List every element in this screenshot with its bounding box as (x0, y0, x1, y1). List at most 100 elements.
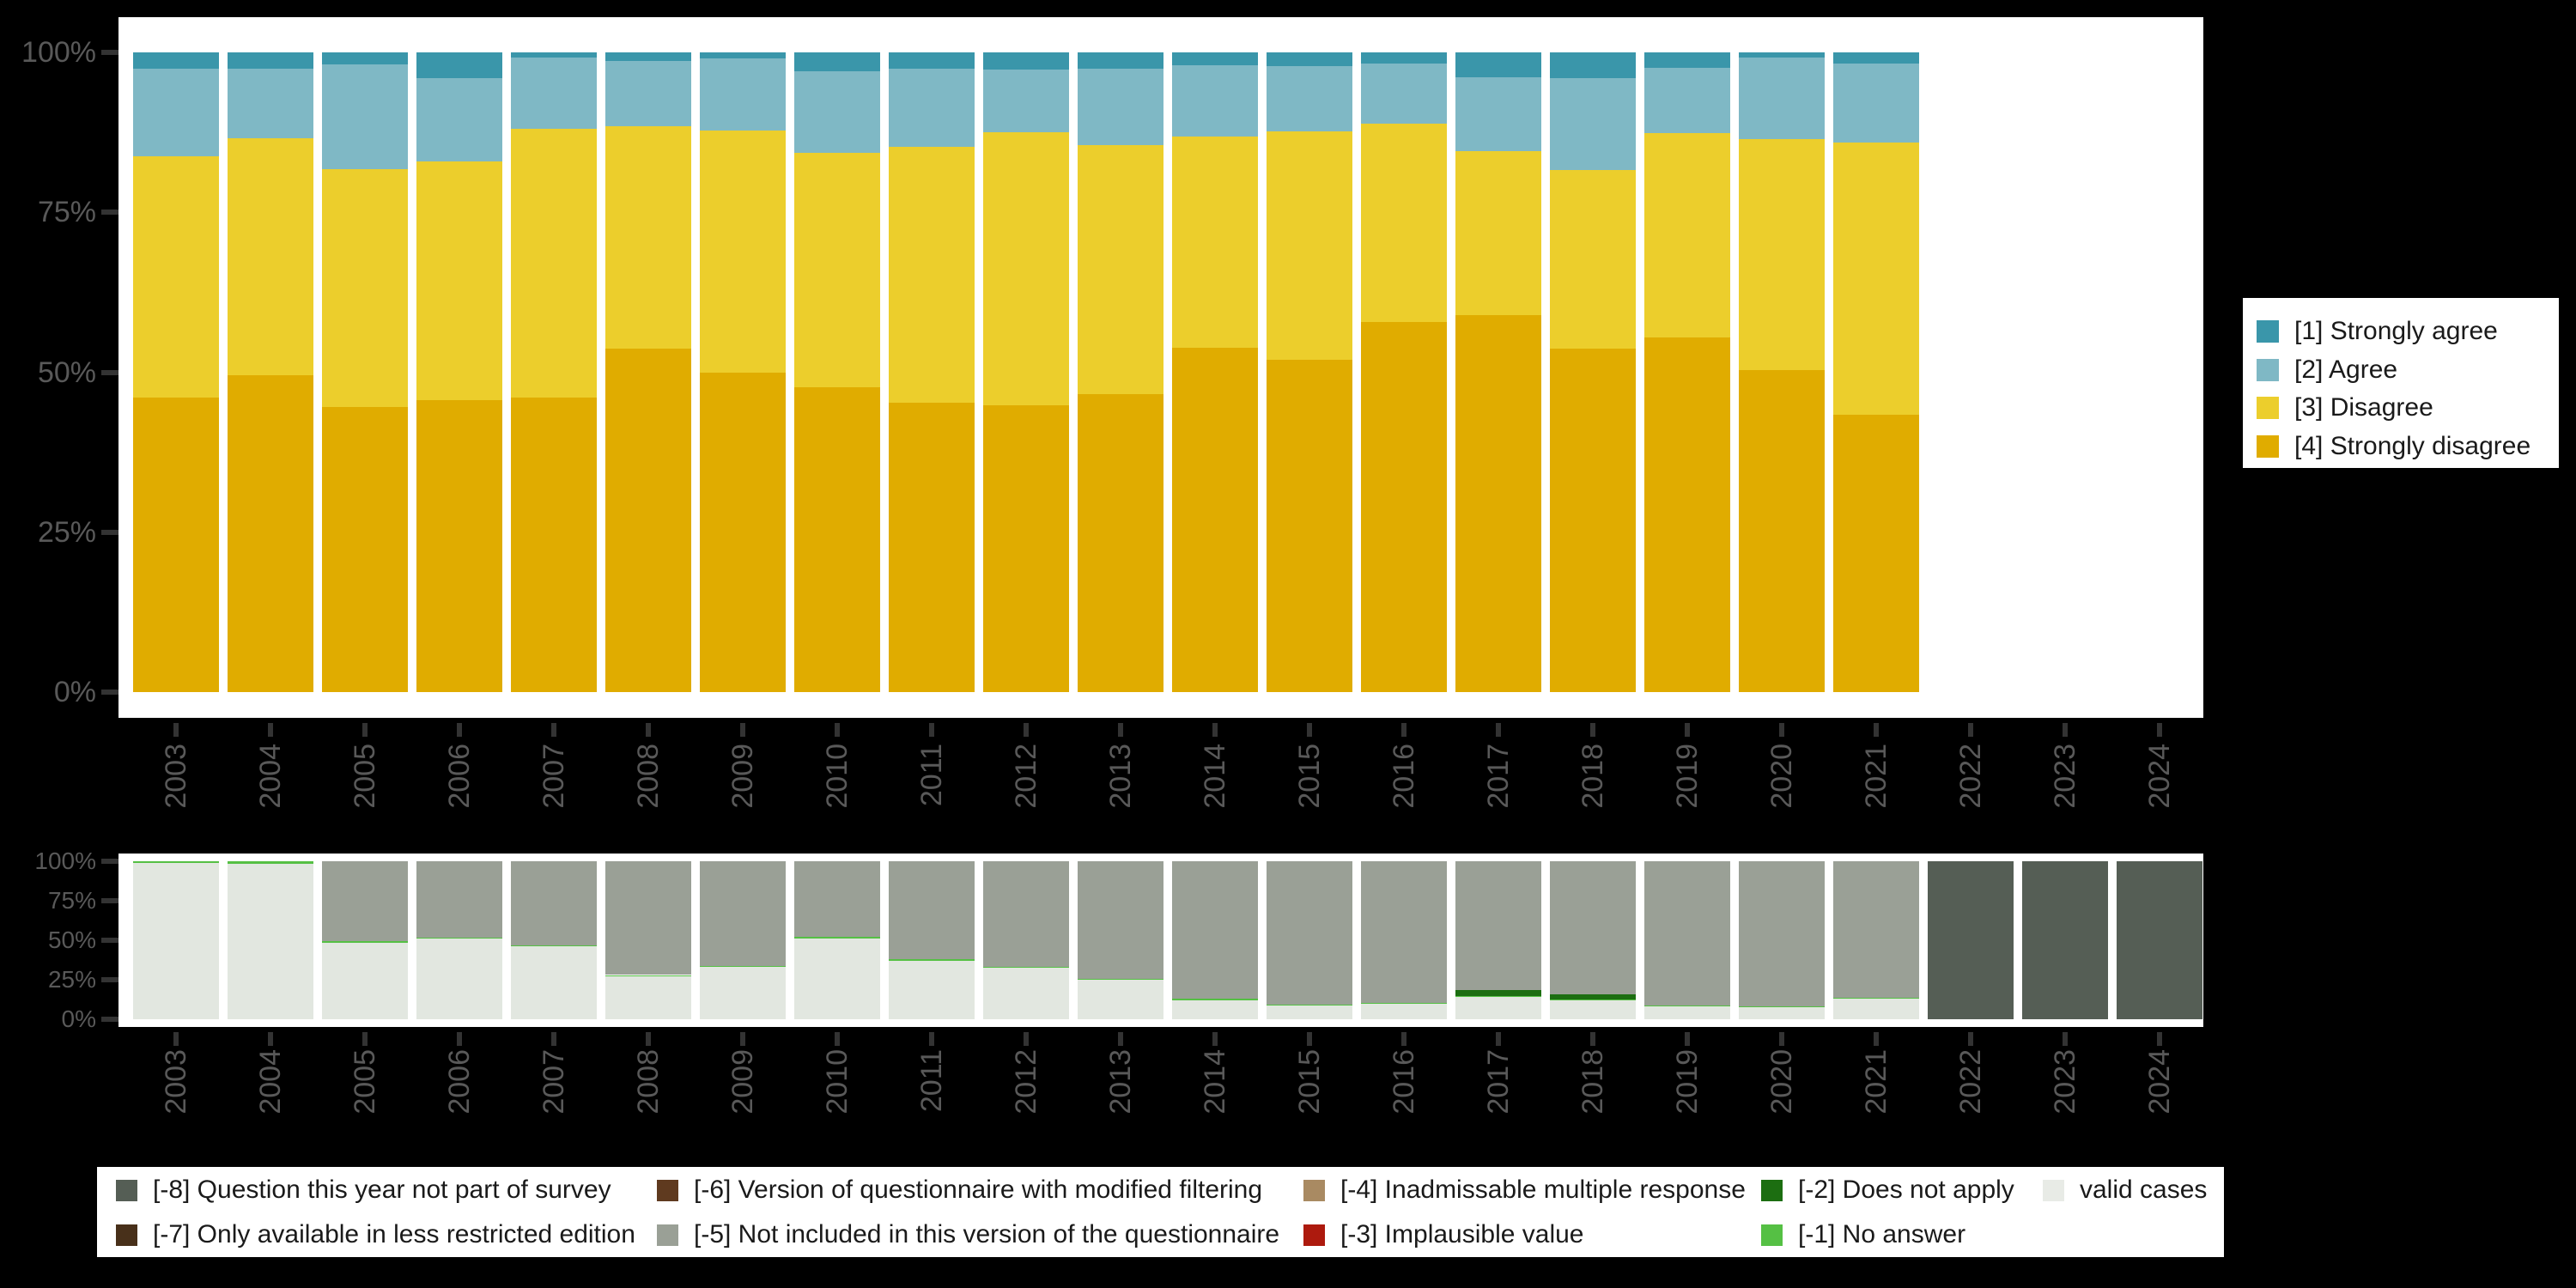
bar-2018-segment (1550, 999, 1636, 1019)
x-axis-tick (835, 723, 840, 737)
x-axis-tick (1118, 1032, 1123, 1046)
x-axis-tick (2063, 1032, 2068, 1046)
missing-values-legend: [-8] Question this year not part of surv… (97, 1167, 2224, 1257)
x-axis-year-label: 2018 (1577, 744, 1609, 809)
bar-2012 (983, 861, 1069, 1019)
bar-2006-segment (416, 400, 502, 692)
x-axis-tick (551, 1032, 556, 1046)
bar-2019-segment (1644, 52, 1730, 68)
missing-legend-item: [-8] Question this year not part of surv… (116, 1177, 611, 1203)
bar-2007 (511, 52, 597, 692)
y-axis-tick (101, 370, 118, 375)
bar-2009-segment (700, 373, 786, 692)
x-axis-year-label: 2024 (2143, 1049, 2176, 1115)
x-axis-tick (2063, 723, 2068, 737)
bar-2012-segment (983, 52, 1069, 70)
bar-2014 (1172, 861, 1258, 1019)
y-axis-tick-label: 50% (47, 927, 96, 953)
x-axis-year-label: 2021 (1860, 1049, 1893, 1115)
bar-2008-segment (605, 975, 691, 1019)
bar-2020-segment (1739, 861, 1825, 1007)
x-axis-tick (2157, 723, 2162, 737)
bar-2015-segment (1267, 861, 1352, 1005)
x-axis-year-label: 2014 (1199, 744, 1231, 809)
x-axis-year-label: 2011 (915, 1049, 948, 1113)
bar-2014-segment (1172, 64, 1258, 137)
bar-2018 (1550, 861, 1636, 1019)
bar-2003 (133, 52, 219, 692)
y-axis-tick-label: 0% (53, 676, 96, 708)
bar-2008-segment (605, 348, 691, 692)
bar-2003-segment (133, 397, 219, 692)
bar-2010-segment (794, 386, 880, 692)
missing-legend-item-label: [-3] Implausible value (1340, 1220, 1584, 1249)
bar-2012-segment (983, 70, 1069, 133)
x-axis-year-label: 2022 (1954, 744, 1987, 809)
bar-2021-segment (1833, 998, 1919, 999)
missing-values-bars-area (133, 861, 2202, 1019)
x-axis-year-label: 2018 (1577, 1049, 1609, 1115)
bar-2007-segment (511, 397, 597, 692)
bar-2020-segment (1739, 1006, 1825, 1008)
x-axis-year-label: 2019 (1671, 744, 1704, 809)
bar-2005 (322, 52, 408, 692)
bar-2024 (2117, 52, 2202, 692)
x-axis-tick (929, 723, 934, 737)
bar-2021-segment (1833, 143, 1919, 415)
x-axis-tick (740, 723, 745, 737)
x-axis-tick (551, 723, 556, 737)
x-axis-tick (1874, 1032, 1879, 1046)
responses-bars-area (133, 52, 2202, 692)
missing-legend-item-label: [-4] Inadmissable multiple response (1340, 1176, 1746, 1204)
bar-2014-segment (1172, 348, 1258, 692)
legend-color-swatch (2043, 1179, 2064, 1201)
bar-2013-segment (1078, 68, 1163, 146)
x-axis-year-label: 2005 (349, 1049, 381, 1115)
y-axis-tick (101, 690, 118, 695)
bar-2018-segment (1550, 77, 1636, 171)
x-axis-year-label: 2021 (1860, 744, 1893, 809)
x-axis-year-label: 2008 (632, 744, 665, 809)
legend-item: [1] Strongly agree (2257, 319, 2498, 344)
bar-2016-segment (1361, 1002, 1447, 1004)
x-axis-tick (1118, 723, 1123, 737)
bar-2018-segment (1550, 994, 1636, 999)
bar-2021 (1833, 861, 1919, 1019)
bar-2006-segment (416, 938, 502, 939)
bar-2008-segment (605, 126, 691, 349)
x-axis-year-label: 2015 (1293, 744, 1326, 809)
bar-2019-segment (1644, 337, 1730, 692)
y-axis-tick-label: 75% (47, 887, 96, 914)
bar-2004-segment (228, 375, 313, 692)
y-axis-tick-label: 0% (61, 1005, 96, 1032)
bar-2017-segment (1455, 315, 1541, 692)
x-axis-tick (173, 723, 179, 737)
x-axis-year-label: 2013 (1104, 744, 1137, 809)
missing-legend-item-label: [-2] Does not apply (1798, 1176, 2014, 1204)
bar-2012-segment (983, 861, 1069, 968)
bar-2014-segment (1172, 861, 1258, 999)
x-axis-year-label: 2017 (1482, 744, 1515, 809)
bar-2008-segment (605, 52, 691, 62)
bar-2019-segment (1644, 1006, 1730, 1019)
bar-2003-segment (133, 862, 219, 1019)
bar-2019 (1644, 861, 1730, 1019)
legend-item: [4] Strongly disagree (2257, 431, 2531, 460)
bar-2020-segment (1739, 369, 1825, 692)
bar-2004-segment (228, 863, 313, 1019)
bar-2021 (1833, 52, 1919, 692)
legend-item-label: [4] Strongly disagree (2294, 431, 2531, 460)
bar-2006 (416, 861, 502, 1019)
bar-2014-segment (1172, 999, 1258, 1019)
y-axis-tick (101, 1017, 118, 1022)
bar-2011-segment (889, 52, 975, 69)
bar-2011-segment (889, 68, 975, 148)
bar-2005-segment (322, 940, 408, 943)
x-axis-tick (740, 1032, 745, 1046)
bar-2013 (1078, 52, 1163, 692)
bar-2014 (1172, 52, 1258, 692)
bar-2016-segment (1361, 1003, 1447, 1019)
legend-color-swatch (116, 1179, 137, 1201)
bar-2024-segment (2117, 861, 2202, 1019)
bar-2008-segment (605, 61, 691, 127)
